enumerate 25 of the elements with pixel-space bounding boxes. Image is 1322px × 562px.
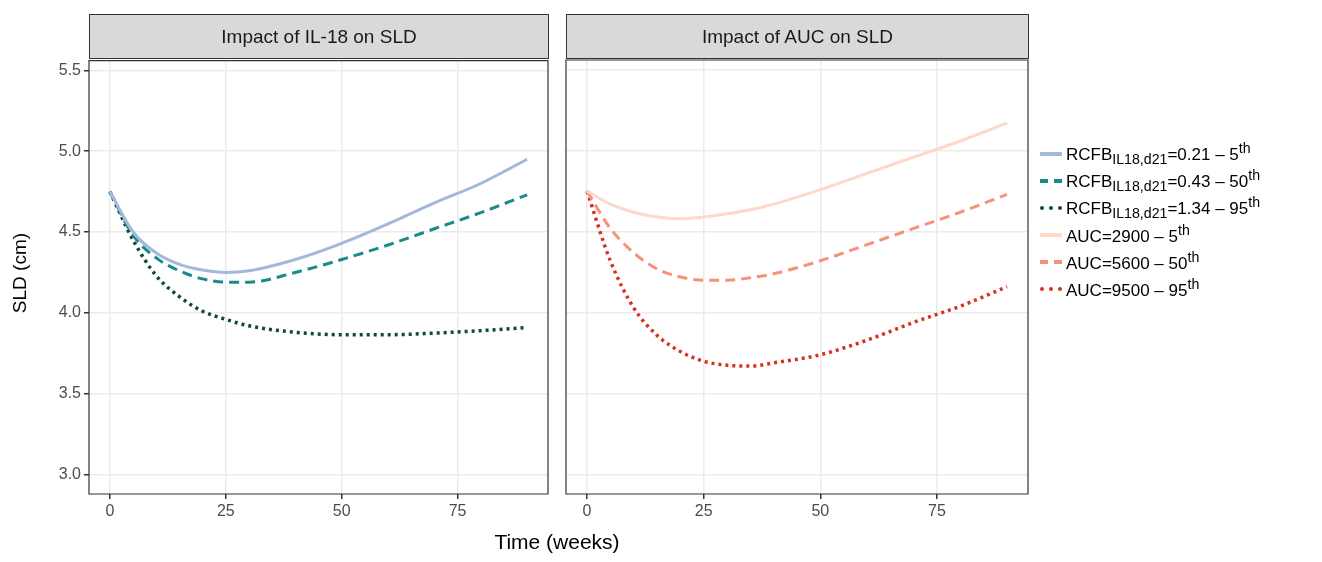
- y-tick-label: 4.5: [58, 222, 82, 240]
- x-tick-label: 25: [216, 502, 235, 520]
- legend-label: AUC=9500 – 95$^{th}$: [1066, 276, 1200, 301]
- x-tick-label: 0: [582, 502, 592, 520]
- x-tick-label: 75: [448, 502, 467, 520]
- x-tick-label: 25: [694, 502, 713, 520]
- legend-label: AUC=5600 – 50$^{th}$: [1066, 249, 1200, 274]
- line-series: [108, 157, 529, 274]
- x-tick-label: 50: [332, 502, 351, 520]
- x-tick-label: 50: [811, 502, 830, 520]
- y-tick-label: 5.5: [58, 60, 82, 78]
- legend-label: RCFB$_{IL18,d21}$=0.43 – 50$^{th}$: [1066, 166, 1261, 195]
- y-tick-label: 5.0: [58, 141, 82, 159]
- x-tick-label: 0: [105, 502, 115, 520]
- legend-label: RCFB$_{IL18,d21}$=0.21 – 5$^{th}$: [1066, 139, 1251, 168]
- y-tick-label: 4.0: [58, 303, 82, 321]
- chart-title: Impact of AUC on SLD: [566, 14, 1029, 59]
- x-tick-label: 75: [928, 502, 946, 520]
- x-axis-title: Time (weeks): [493, 530, 621, 554]
- y-axis-title: SLD (cm): [9, 231, 31, 316]
- chart-title: Impact of IL-18 on SLD: [89, 14, 549, 59]
- legend-label: AUC=2900 – 5$^{th}$: [1066, 222, 1190, 247]
- y-tick-label: 3.0: [58, 465, 82, 482]
- legend-label: RCFB$_{IL18,d21}$=1.34 – 95$^{th}$: [1066, 193, 1261, 222]
- y-tick-label: 3.5: [58, 384, 82, 402]
